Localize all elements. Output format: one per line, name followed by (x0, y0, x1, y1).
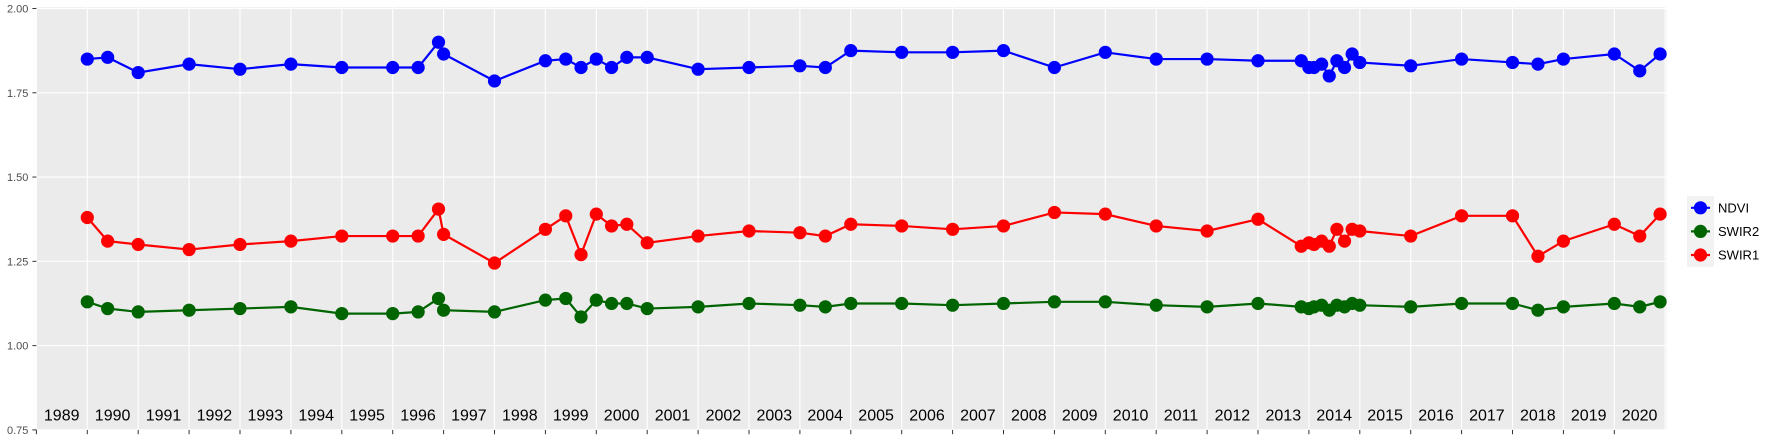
svg-text:1995: 1995 (349, 407, 385, 424)
svg-text:2000: 2000 (604, 407, 640, 424)
svg-text:1990: 1990 (95, 407, 131, 424)
svg-text:2010: 2010 (1113, 407, 1149, 424)
svg-text:1.75: 1.75 (7, 88, 28, 100)
svg-text:1996: 1996 (400, 407, 436, 424)
svg-text:1997: 1997 (451, 407, 487, 424)
svg-text:2009: 2009 (1062, 407, 1098, 424)
svg-text:1.00: 1.00 (7, 341, 28, 353)
svg-text:2016: 2016 (1418, 407, 1454, 424)
svg-text:1989: 1989 (44, 407, 80, 424)
svg-text:1994: 1994 (298, 407, 334, 424)
svg-text:2006: 2006 (909, 407, 945, 424)
svg-text:2007: 2007 (960, 407, 996, 424)
svg-text:2002: 2002 (706, 407, 742, 424)
svg-text:0.75: 0.75 (7, 425, 28, 437)
svg-text:2014: 2014 (1316, 407, 1352, 424)
svg-text:1998: 1998 (502, 407, 538, 424)
svg-text:1993: 1993 (248, 407, 284, 424)
svg-text:1.50: 1.50 (7, 172, 28, 184)
svg-text:NDVI: NDVI (1718, 200, 1749, 215)
svg-text:2018: 2018 (1520, 407, 1556, 424)
svg-text:2013: 2013 (1266, 407, 1302, 424)
svg-text:SWIR1: SWIR1 (1718, 248, 1759, 263)
svg-text:2008: 2008 (1011, 407, 1047, 424)
svg-text:1.25: 1.25 (7, 256, 28, 268)
svg-text:2011: 2011 (1164, 407, 1199, 424)
svg-text:2001: 2001 (655, 407, 691, 424)
svg-text:2003: 2003 (757, 407, 793, 424)
svg-text:SWIR2: SWIR2 (1718, 224, 1759, 239)
svg-text:2019: 2019 (1571, 407, 1607, 424)
svg-text:2004: 2004 (807, 407, 843, 424)
svg-text:2017: 2017 (1469, 407, 1505, 424)
svg-text:1992: 1992 (197, 407, 233, 424)
svg-text:2012: 2012 (1215, 407, 1251, 424)
svg-text:1999: 1999 (553, 407, 589, 424)
svg-text:2005: 2005 (858, 407, 894, 424)
svg-text:1991: 1991 (146, 407, 182, 424)
svg-text:2.00: 2.00 (7, 4, 28, 16)
svg-text:2020: 2020 (1622, 407, 1658, 424)
svg-text:2015: 2015 (1367, 407, 1403, 424)
